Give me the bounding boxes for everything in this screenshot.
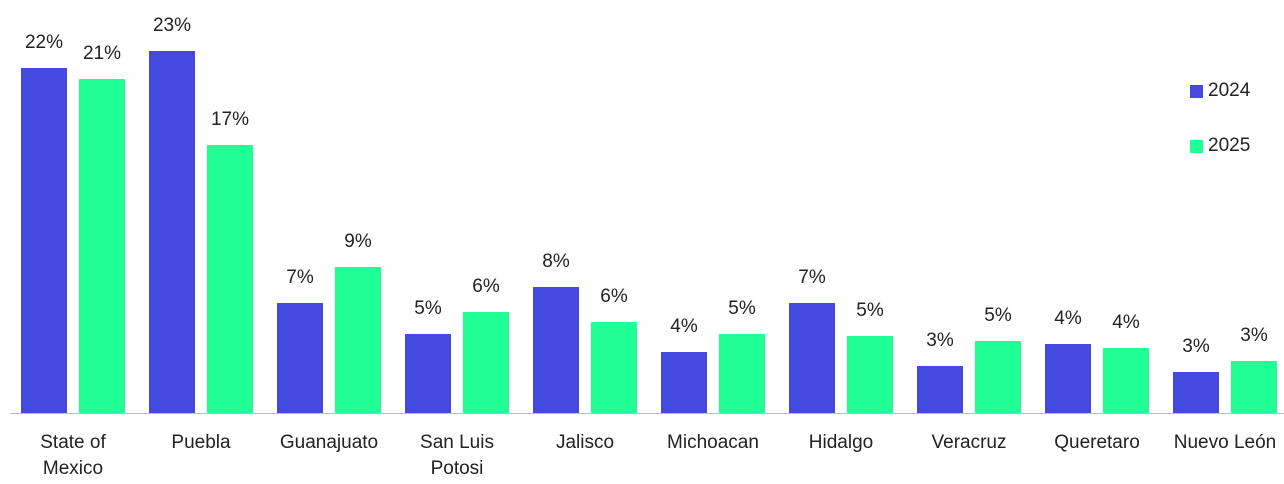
data-label: 22% [24, 32, 64, 54]
x-tick-label: Puebla [171, 432, 231, 453]
data-label: 4% [1054, 307, 1082, 329]
data-label: 5% [856, 299, 884, 321]
x-tick-label: Jalisco [555, 432, 615, 453]
data-label: 9% [344, 230, 372, 252]
legend-swatch [1190, 85, 1203, 98]
baseline [10, 413, 1284, 414]
data-label: 7% [798, 266, 826, 288]
bar [1045, 343, 1091, 413]
bar [789, 302, 835, 413]
data-label: 3% [926, 329, 954, 351]
bar [975, 340, 1021, 413]
data-label: 5% [728, 298, 756, 320]
bar [719, 334, 765, 413]
data-label: 4% [670, 315, 698, 337]
data-label: 4% [1112, 312, 1140, 334]
bar [917, 365, 963, 413]
bar [207, 145, 253, 413]
data-label: 6% [472, 276, 500, 298]
bar [1231, 361, 1277, 413]
data-label: 5% [414, 298, 442, 320]
bar [1173, 372, 1219, 413]
data-label: 5% [984, 304, 1012, 326]
x-tick-label: Hidalgo [808, 432, 874, 453]
bar [277, 302, 323, 413]
data-label: 17% [210, 109, 250, 131]
bar [79, 79, 125, 413]
bar [405, 334, 451, 413]
bar [21, 68, 67, 413]
data-label: 8% [542, 251, 570, 273]
bar [661, 351, 707, 413]
data-label: 6% [600, 285, 628, 307]
bar [591, 321, 637, 413]
x-tick-label: Nuevo León [1173, 432, 1277, 453]
x-tick-label: Guanajuato [279, 432, 379, 453]
legend-label: 2025 [1208, 135, 1251, 156]
x-tick-label: State of Mexico [40, 432, 106, 479]
bar [463, 312, 509, 413]
legend-label: 2024 [1208, 80, 1251, 101]
data-label: 23% [152, 15, 192, 36]
bar [1103, 348, 1149, 413]
data-label: 7% [286, 266, 314, 288]
data-label: 3% [1182, 336, 1210, 358]
x-tick-label: San Luis Potosi [420, 432, 494, 479]
x-tick-label: Michoacan [667, 432, 759, 453]
bar [533, 287, 579, 413]
bar [335, 266, 381, 413]
x-tick-label: Queretaro [1054, 432, 1140, 453]
data-label: 3% [1240, 325, 1268, 347]
data-label: 21% [82, 43, 122, 65]
x-tick-label: Veracruz [931, 432, 1007, 453]
legend-swatch [1190, 140, 1203, 153]
bar [149, 51, 195, 413]
bar [847, 335, 893, 413]
